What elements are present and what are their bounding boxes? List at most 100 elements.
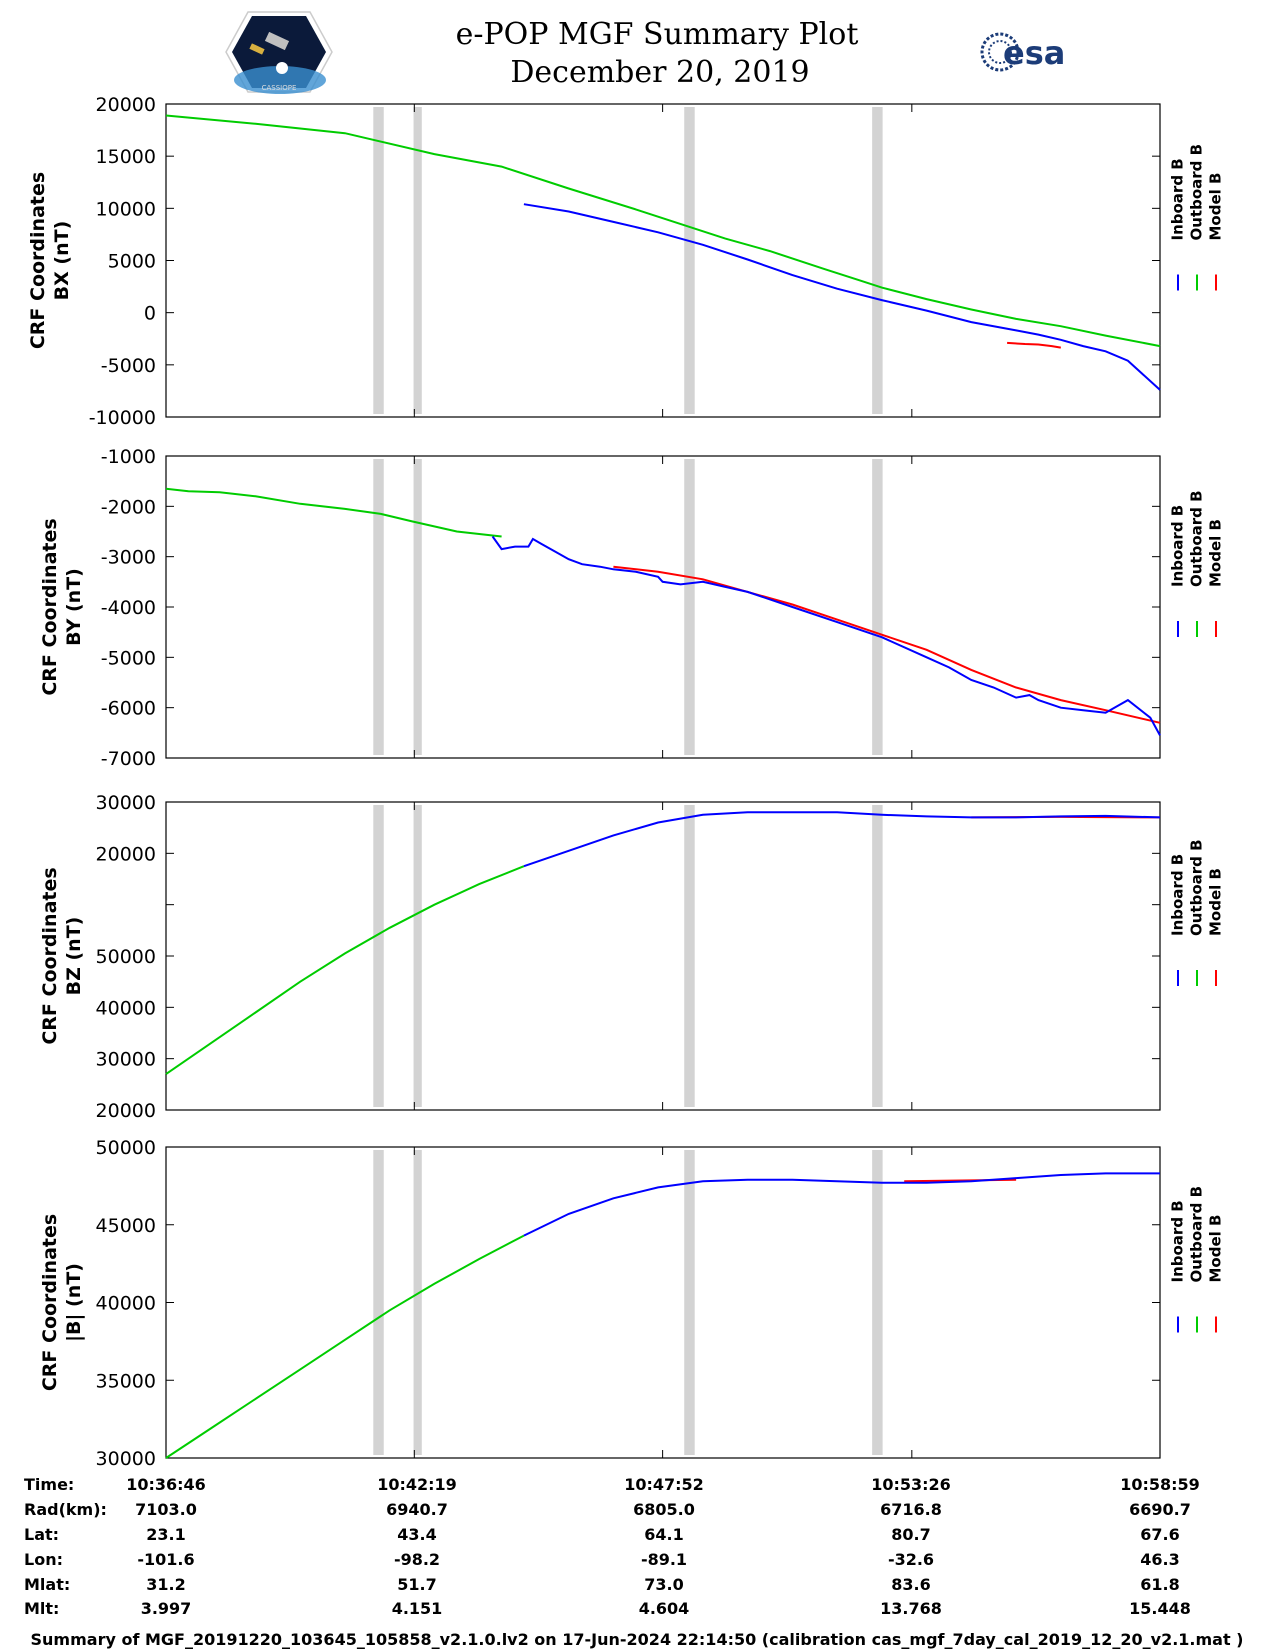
ephem-value: 23.1 <box>146 1525 185 1544</box>
data-gap-band <box>872 805 883 1107</box>
esa-wordmark: esa <box>1003 34 1065 72</box>
ephem-value: 6716.8 <box>880 1500 942 1519</box>
data-gap-band <box>684 805 695 1107</box>
data-gap-band <box>872 1150 883 1455</box>
y-tick-label: -3000 <box>101 547 156 569</box>
y-tick-label: 45000 <box>96 1215 156 1237</box>
series-line-inboard-b <box>491 535 1161 736</box>
data-gap-band <box>373 459 384 755</box>
logo-text: CASSIOPE <box>262 84 297 92</box>
series-line-outboard-b <box>165 1234 525 1459</box>
y-axis-label-line2: |B| (nT) <box>63 1263 85 1342</box>
data-gap-band <box>684 459 695 755</box>
y-tick-label: -2000 <box>101 496 156 518</box>
data-gap-band <box>373 107 384 414</box>
ephem-value: 46.3 <box>1140 1550 1179 1569</box>
panel-3: 30000 20000 50000 40000 30000 20000 CRF Coordi… <box>39 792 1225 1122</box>
ephem-value: 3.997 <box>141 1599 192 1618</box>
ephem-row-label: Time: <box>24 1475 74 1494</box>
legend-label: Outboard B <box>1188 839 1206 936</box>
y-tick-label: 10000 <box>96 198 156 220</box>
panel-2: -1000 -2000 -3000 -4000 -5000 -6000 -7000 CRF C… <box>39 446 1225 770</box>
ephem-value: 6690.7 <box>1129 1500 1191 1519</box>
legend-label: Model B <box>1207 519 1225 587</box>
ephem-value: 4.151 <box>392 1599 443 1618</box>
y-tick-label: 20000 <box>96 1100 156 1122</box>
cassiope-logo: CASSIOPE <box>225 11 333 94</box>
ephem-value: 67.6 <box>1140 1525 1179 1544</box>
y-tick-label: 15000 <box>96 146 156 168</box>
y-tick-label: 40000 <box>96 997 156 1019</box>
footer-caption: Summary of MGF_20191220_103645_105858_v2… <box>31 1630 1244 1649</box>
series-line-outboard-b <box>165 487 502 538</box>
ephem-value: 4.604 <box>639 1599 690 1618</box>
series-line-outboard-b <box>165 865 525 1075</box>
y-tick-label: 30000 <box>96 1049 156 1071</box>
y-axis-label-line1: CRF Coordinates <box>39 518 61 695</box>
series-line-inboard-b <box>523 203 1161 391</box>
ephem-row-label: Lat: <box>24 1525 59 1544</box>
y-tick-label: -5000 <box>101 355 156 377</box>
data-gap-band <box>413 459 422 755</box>
y-axis-label-line2: BY (nT) <box>63 568 85 646</box>
data-gap-band <box>373 805 384 1107</box>
y-tick-label: -10000 <box>89 407 156 429</box>
y-tick-label: 20000 <box>96 843 156 865</box>
ephem-value: 10:47:52 <box>624 1475 704 1494</box>
y-tick-label: -6000 <box>101 698 156 720</box>
ephem-row-label: Lon: <box>24 1550 63 1569</box>
legend-label: Inboard B <box>1169 158 1187 240</box>
data-gap-band <box>413 1150 422 1455</box>
y-axis-label-line2: BX (nT) <box>51 221 73 301</box>
series-line-inboard-b <box>523 811 1161 868</box>
ephem-value: -98.2 <box>394 1550 440 1569</box>
legend-label: Outboard B <box>1188 490 1206 587</box>
ephem-value: 64.1 <box>644 1525 683 1544</box>
plot-frame <box>165 801 1161 1111</box>
legend-label: Model B <box>1207 173 1225 241</box>
y-tick-label: 30000 <box>96 792 156 814</box>
plot-frame <box>165 1146 1161 1459</box>
y-axis-label-line2: BZ (nT) <box>63 917 85 996</box>
legend-label: Inboard B <box>1169 854 1187 936</box>
ephem-value: 13.768 <box>880 1599 942 1618</box>
series-line-outboard-b <box>165 114 1161 348</box>
legend-label: Inboard B <box>1169 1200 1187 1282</box>
ephem-value: 10:42:19 <box>377 1475 457 1494</box>
ephem-value: -32.6 <box>888 1550 934 1569</box>
plot-frame <box>165 103 1161 418</box>
y-tick-label: 50000 <box>96 946 156 968</box>
data-gap-band <box>872 459 883 755</box>
esa-logo: esa <box>980 32 1065 72</box>
series-line-model-b <box>613 565 1161 724</box>
y-tick-label: 40000 <box>96 1293 156 1315</box>
y-tick-label: 0 <box>144 303 156 325</box>
ephem-value: -101.6 <box>137 1550 194 1569</box>
legend-label: Outboard B <box>1188 1186 1206 1283</box>
legend-label: Model B <box>1207 868 1225 936</box>
series-line-model-b <box>1007 341 1061 349</box>
panel-4: 50000 45000 40000 35000 30000 CRF Coordinates… <box>39 1137 1225 1470</box>
ephem-value: 43.4 <box>397 1525 436 1544</box>
y-tick-label: -5000 <box>101 647 156 669</box>
y-tick-label: -4000 <box>101 597 156 619</box>
data-gap-band <box>413 107 422 414</box>
y-tick-label: 30000 <box>96 1448 156 1470</box>
ephem-value: -89.1 <box>641 1550 687 1569</box>
y-tick-label: 20000 <box>96 94 156 116</box>
ephem-value: 6805.0 <box>633 1500 695 1519</box>
y-axis-label-line1: CRF Coordinates <box>39 1214 61 1391</box>
y-axis-label-line1: CRF Coordinates <box>39 867 61 1044</box>
legend-label: Inboard B <box>1169 505 1187 587</box>
y-axis-label-line1: CRF Coordinates <box>27 172 49 349</box>
ephem-value: 83.6 <box>891 1575 930 1594</box>
ephem-value: 10:53:26 <box>871 1475 951 1494</box>
plot-frame <box>165 455 1161 759</box>
ephem-value: 73.0 <box>644 1575 683 1594</box>
y-tick-label: 50000 <box>96 1137 156 1159</box>
ephem-value: 61.8 <box>1140 1575 1179 1594</box>
ephem-value: 80.7 <box>891 1525 930 1544</box>
panel-1: 20000 15000 10000 5000 0 -5000 -10000 CRF Coord… <box>27 94 1225 429</box>
y-tick-label: 35000 <box>96 1370 156 1392</box>
